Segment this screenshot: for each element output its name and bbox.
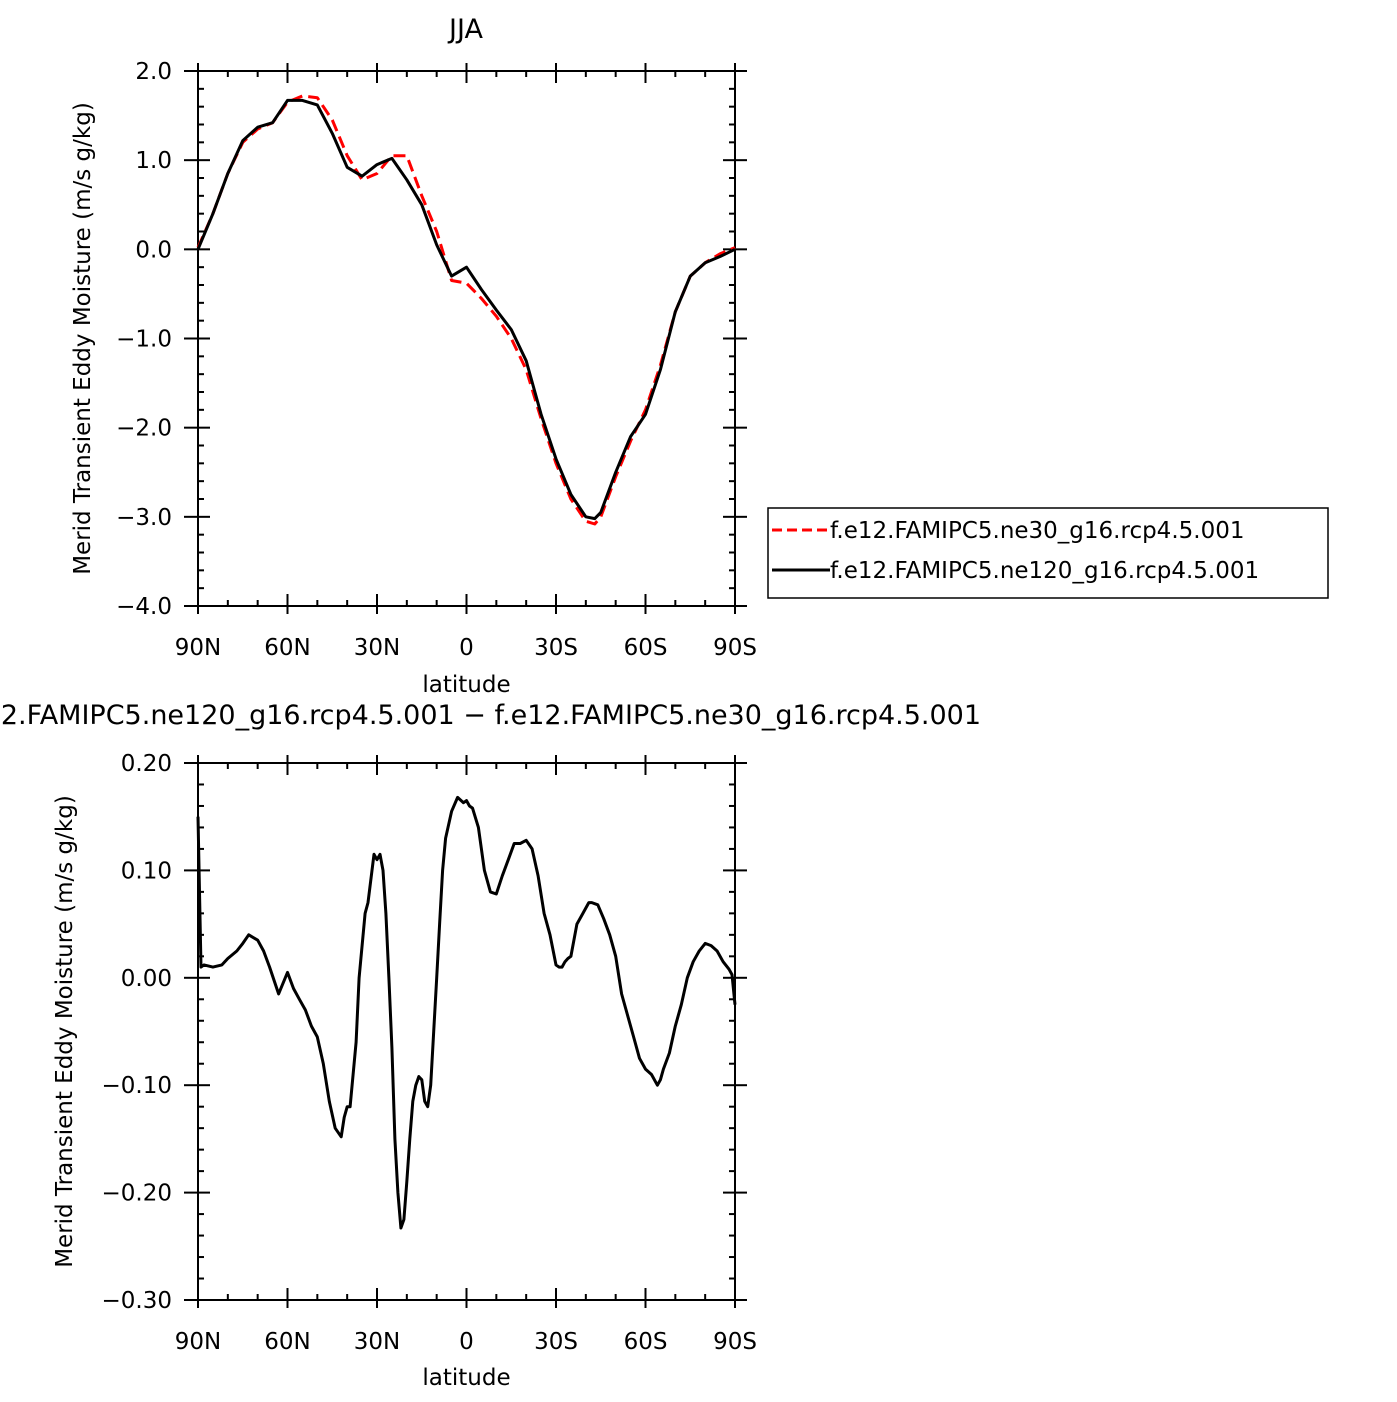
y-tick-label: 0.10	[121, 858, 172, 884]
y-tick-label: 2.0	[135, 59, 172, 85]
x-tick-label: 90S	[713, 635, 757, 661]
x-tick-label: 0	[459, 1329, 474, 1355]
y-tick-label: 1.0	[135, 148, 172, 174]
x-tick-label: 30S	[534, 1329, 578, 1355]
legend: f.e12.FAMIPC5.ne30_g16.rcp4.5.001 f.e12.F…	[768, 508, 1328, 598]
x-tick-label: 60S	[624, 1329, 668, 1355]
x-axis-label: latitude	[422, 1365, 510, 1391]
legend-label-2: f.e12.FAMIPC5.ne120_g16.rcp4.5.001	[830, 558, 1259, 584]
chart-panel-1: JJA 90N 60N 30N 0 30S 60S 90S 2.0 1.0 0.0 −1.0 −2.0 −…	[70, 14, 1328, 698]
x-tick-label: 30S	[534, 635, 578, 661]
y-tick-label: −0.10	[102, 1073, 172, 1099]
y-tick-label: −3.0	[116, 505, 172, 531]
plot-frame	[198, 763, 735, 1300]
series-line-1	[198, 96, 735, 524]
x-tick-label: 60N	[264, 635, 310, 661]
y-tick-label: 0.00	[121, 966, 172, 992]
y-tick-label: −4.0	[116, 594, 172, 620]
x-tick-label: 90S	[713, 1329, 757, 1355]
y-tick-label: −1.0	[116, 327, 172, 353]
y-tick-label: −0.30	[102, 1288, 172, 1314]
y-axis-label: Merid Transient Eddy Moisture (m/s g/kg)	[70, 102, 96, 575]
y-tick-label: 0.0	[135, 237, 172, 263]
x-tick-label: 30N	[354, 635, 400, 661]
x-tick-label: 30N	[354, 1329, 400, 1355]
x-axis-label: latitude	[422, 672, 510, 698]
chart-title: JJA	[447, 14, 483, 45]
y-tick-label: −0.20	[102, 1181, 172, 1207]
x-tick-label: 60S	[624, 635, 668, 661]
series-line-2	[198, 100, 735, 518]
y-tick-label: 0.20	[121, 751, 172, 777]
x-tick-label: 90N	[175, 1329, 221, 1355]
plot-frame	[198, 71, 735, 606]
x-tick-label: 0	[459, 635, 474, 661]
chart-title: f.e12.FAMIPC5.ne120_g16.rcp4.5.001 − f.e…	[0, 700, 981, 731]
series-line-1	[198, 797, 735, 1228]
y-axis-label: Merid Transient Eddy Moisture (m/s g/kg)	[52, 795, 78, 1268]
x-tick-label: 60N	[264, 1329, 310, 1355]
x-tick-label: 90N	[175, 635, 221, 661]
chart-panel-2: f.e12.FAMIPC5.ne120_g16.rcp4.5.001 − f.e…	[0, 700, 981, 1391]
y-tick-label: −2.0	[116, 416, 172, 442]
legend-label-1: f.e12.FAMIPC5.ne30_g16.rcp4.5.001	[830, 518, 1244, 544]
